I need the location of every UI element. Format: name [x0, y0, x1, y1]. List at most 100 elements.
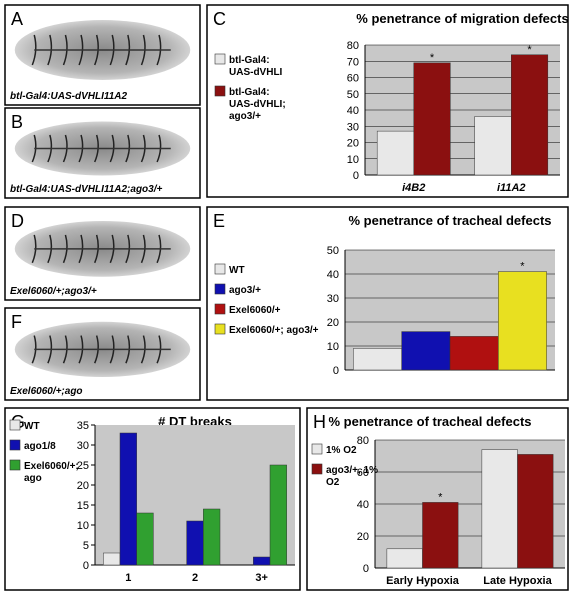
- x-tick-label: 3+: [255, 572, 268, 584]
- y-tick-label: 10: [77, 520, 89, 532]
- text-line: ago1/8: [24, 441, 56, 452]
- legend-swatch: [311, 443, 323, 455]
- bar: [401, 331, 451, 371]
- panel-caption: btl-Gal4:UAS-dVHLI11A2: [10, 91, 127, 102]
- bar: [103, 552, 121, 566]
- bar: [449, 336, 499, 371]
- legend-swatch: [214, 53, 226, 65]
- x-tick-label: 2: [192, 572, 198, 584]
- legend-label: ago3/+: [229, 285, 261, 296]
- y-tick-label: 40: [327, 269, 339, 281]
- y-tick-label: 80: [357, 435, 369, 447]
- text-line: WT: [24, 421, 40, 432]
- y-tick-label: 10: [327, 341, 339, 353]
- legend-label: WT: [24, 421, 40, 432]
- legend-label: btl-Gal4: UAS-dVHLI; ago3/+: [229, 87, 288, 122]
- panel-letter: A: [11, 9, 23, 29]
- bar: [422, 502, 459, 569]
- bar: [186, 520, 204, 566]
- legend-label: ago1/8: [24, 441, 56, 452]
- legend-swatch: [214, 85, 226, 97]
- y-tick-label: 80: [347, 40, 359, 52]
- bar: [203, 508, 221, 566]
- legend-label: Exel6060/+; ago3/+: [229, 325, 319, 336]
- chart-title: % penetrance of migration defects: [356, 11, 568, 26]
- legend-swatch: [9, 419, 21, 431]
- text-line: Exel6060/+;: [24, 461, 82, 472]
- panel-letter: H: [313, 412, 326, 432]
- significance-star: *: [527, 44, 532, 56]
- text-line: btl-Gal4:: [229, 87, 272, 98]
- y-tick-label: 60: [357, 467, 369, 479]
- bar: [474, 116, 512, 176]
- bar: [376, 130, 414, 176]
- y-tick-label: 50: [327, 245, 339, 257]
- y-tick-label: 60: [347, 73, 359, 85]
- panel-caption: Exel6060/+;ago3/+: [10, 286, 97, 297]
- y-tick-label: 20: [347, 138, 359, 150]
- bar: [498, 271, 547, 371]
- text-line: ago3/+: [229, 285, 261, 296]
- y-tick-label: 15: [77, 500, 89, 512]
- x-tick-label: 1: [125, 572, 131, 584]
- bar: [386, 548, 423, 569]
- panel-letter: D: [11, 211, 24, 231]
- bar: [119, 432, 137, 566]
- legend-swatch: [214, 323, 226, 335]
- y-tick-label: 35: [77, 420, 89, 432]
- panel-letter: F: [11, 312, 22, 332]
- text-line: btl-Gal4:: [229, 55, 272, 66]
- y-tick-label: 10: [347, 154, 359, 166]
- y-tick-label: 30: [347, 121, 359, 133]
- legend-swatch: [9, 439, 21, 451]
- panel-letter: C: [213, 9, 226, 29]
- chart-title: % penetrance of tracheal defects: [328, 414, 531, 429]
- text-line: Exel6060/+; ago3/+: [229, 325, 319, 336]
- text-line: ago3/+, 1%: [326, 465, 381, 476]
- legend-swatch: [214, 263, 226, 275]
- text-line: ago: [24, 473, 42, 484]
- x-tick-label: Late Hypoxia: [483, 575, 552, 587]
- legend-label: 1% O2: [326, 445, 357, 456]
- y-tick-label: 0: [363, 563, 369, 575]
- panel-letter: E: [213, 211, 225, 231]
- y-tick-label: 50: [347, 89, 359, 101]
- y-tick-label: 20: [357, 531, 369, 543]
- bar: [253, 556, 271, 566]
- y-tick-label: 40: [347, 105, 359, 117]
- y-tick-label: 5: [83, 540, 89, 552]
- y-tick-label: 20: [327, 317, 339, 329]
- panel-letter: B: [11, 112, 23, 132]
- legend-swatch: [214, 303, 226, 315]
- y-tick-label: 40: [357, 499, 369, 511]
- bar: [517, 454, 554, 569]
- text-line: UAS-dVHLI;: [229, 99, 288, 110]
- legend-label: Exel6060/+; ago: [24, 461, 82, 484]
- y-tick-label: 0: [333, 365, 339, 377]
- y-tick-label: 30: [77, 440, 89, 452]
- y-tick-label: 25: [77, 460, 89, 472]
- significance-star: *: [430, 52, 435, 64]
- chart-title: % penetrance of tracheal defects: [348, 213, 551, 228]
- text-line: UAS-dVHLI: [229, 67, 283, 78]
- x-tick-label: i11A2: [497, 182, 526, 194]
- legend-swatch: [214, 283, 226, 295]
- x-tick-label: i4B2: [402, 182, 425, 194]
- legend-label: ago3/+, 1% O2: [326, 465, 381, 488]
- legend-label: WT: [229, 265, 245, 276]
- legend-swatch: [311, 463, 323, 475]
- bar: [481, 449, 518, 569]
- panel-caption: Exel6060/+;ago: [10, 386, 83, 397]
- bar: [353, 348, 402, 371]
- y-tick-label: 0: [83, 560, 89, 572]
- legend-label: btl-Gal4: UAS-dVHLI: [229, 55, 283, 78]
- text-line: WT: [229, 265, 245, 276]
- bar: [511, 54, 549, 176]
- significance-star: *: [438, 491, 443, 503]
- panel-caption: btl-Gal4:UAS-dVHLI11A2;ago3/+: [10, 184, 162, 195]
- x-tick-label: Early Hypoxia: [386, 575, 460, 587]
- legend-label: Exel6060/+: [229, 305, 281, 316]
- text-line: 1% O2: [326, 445, 357, 456]
- bar: [269, 464, 287, 566]
